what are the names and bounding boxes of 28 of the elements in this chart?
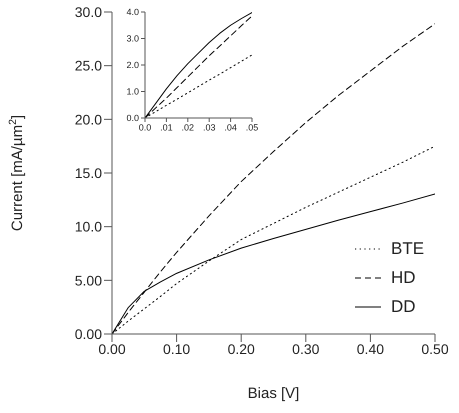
y-tick-label: 0.0 bbox=[126, 113, 139, 124]
x-tick-label: 0.50 bbox=[421, 340, 449, 357]
legend-label: BTE bbox=[391, 238, 424, 258]
y-tick-label: 4.0 bbox=[126, 7, 139, 18]
x-tick-label: .04 bbox=[224, 122, 237, 132]
y-tick-label: 2.0 bbox=[126, 60, 139, 70]
x-tick-label: 0.20 bbox=[228, 340, 256, 357]
x-tick-label: .02 bbox=[182, 122, 194, 132]
x-tick-label: .05 bbox=[246, 122, 258, 132]
y-tick-label: 0.00 bbox=[74, 326, 102, 342]
y-tick-label: 1.0 bbox=[126, 86, 139, 97]
x-tick-label: 0.10 bbox=[162, 340, 190, 357]
x-tick-label: .03 bbox=[202, 122, 216, 132]
y-tick-label: 5.00 bbox=[74, 272, 102, 288]
y-tick-label: 15.0 bbox=[74, 164, 102, 181]
y-tick-label: 25.0 bbox=[74, 58, 102, 74]
x-tick-label: 0.30 bbox=[292, 340, 320, 357]
legend-label: HD bbox=[391, 268, 416, 288]
y-tick-label: 10.0 bbox=[74, 218, 102, 235]
x-axis-title: Bias [V] bbox=[248, 385, 300, 402]
y-tick-label: 3.0 bbox=[126, 34, 139, 44]
legend-label: DD bbox=[391, 296, 416, 316]
y-tick-label: 30.0 bbox=[74, 4, 102, 20]
x-tick-label: .01 bbox=[160, 122, 173, 132]
x-tick-label: 0.40 bbox=[356, 340, 384, 357]
y-tick-label: 20.0 bbox=[74, 111, 102, 128]
x-tick-label: 0.0 bbox=[138, 122, 152, 132]
x-tick-label: 0.00 bbox=[98, 340, 126, 357]
